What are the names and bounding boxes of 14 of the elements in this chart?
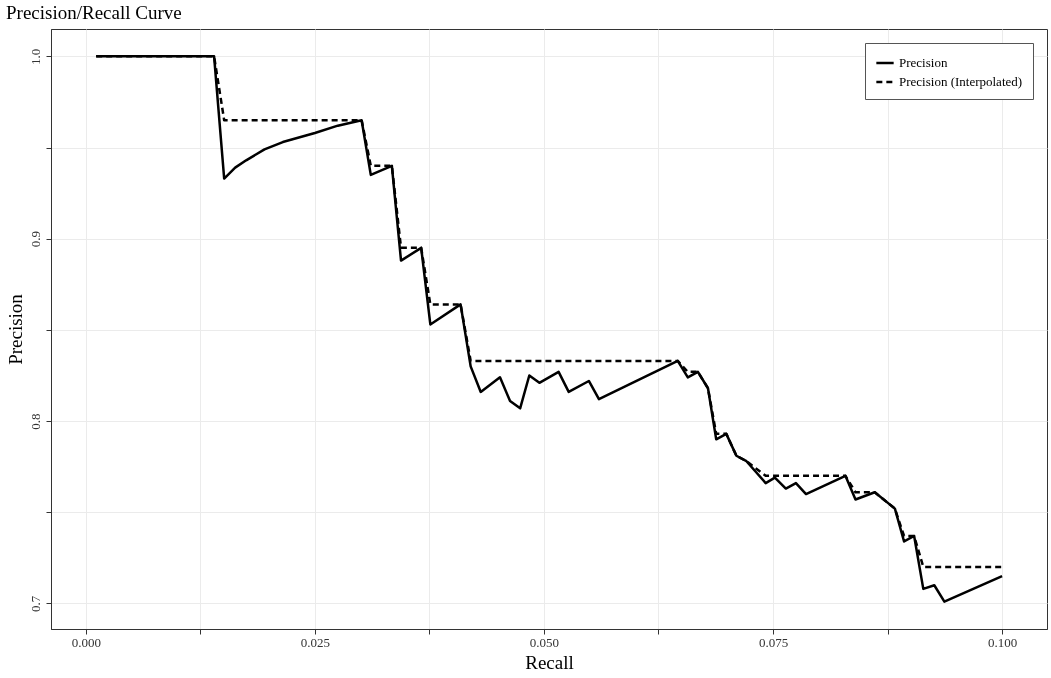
x-tick-label: 0.050 xyxy=(529,634,560,650)
legend-label: Precision (Interpolated) xyxy=(899,74,1023,89)
y-tick-label: 0.8 xyxy=(27,413,43,430)
chart-title: Precision/Recall Curve xyxy=(6,2,182,23)
y-tick-label: 0.7 xyxy=(27,595,43,613)
y-axis-title: Precision xyxy=(4,293,26,365)
legend-label: Precision xyxy=(899,55,948,70)
x-tick-label: 0.075 xyxy=(758,634,789,650)
y-tick-label: 1.0 xyxy=(27,48,43,65)
x-tick-label: 0.100 xyxy=(987,634,1018,650)
x-tick-label: 0.000 xyxy=(71,634,101,650)
x-axis-title: Recall xyxy=(525,651,574,673)
y-tick-label: 0.9 xyxy=(27,231,43,248)
x-tick-label: 0.025 xyxy=(300,634,331,650)
